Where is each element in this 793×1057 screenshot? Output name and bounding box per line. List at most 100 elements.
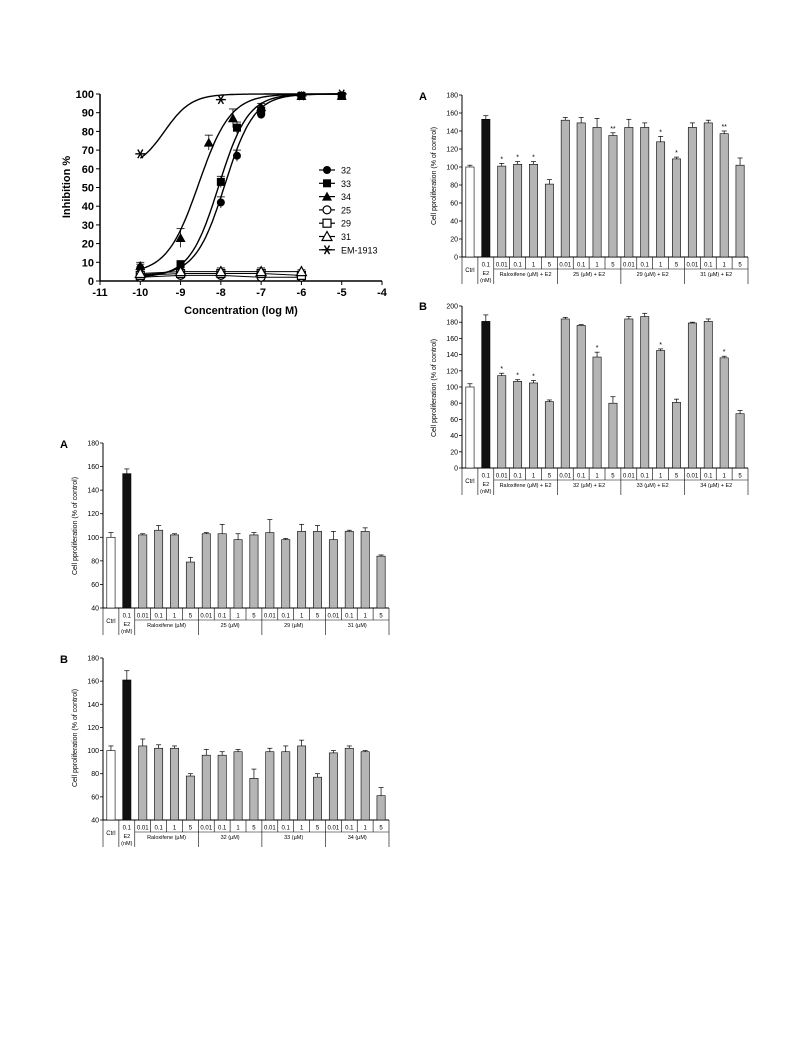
category-label: 0.1 (482, 474, 491, 480)
y-tick-label: 100 (87, 748, 99, 755)
point-marker (296, 91, 307, 101)
category-label: 0.01 (137, 826, 149, 832)
y-tick-label: 70 (82, 145, 94, 157)
y-tick-label: 200 (446, 304, 458, 311)
bar (624, 127, 634, 258)
y-tick-label: 100 (446, 165, 458, 172)
significance-marker: * (675, 150, 678, 157)
bar (513, 381, 523, 469)
bar-chart-panel-a-top: A Cell pproliferation (% of control) 0 20… (419, 91, 749, 284)
y-tick-label: 100 (87, 535, 99, 542)
category-label: 0.01 (559, 263, 571, 269)
category-label: 1 (532, 263, 536, 269)
bar (481, 119, 491, 258)
y-tick-label: 40 (91, 818, 99, 825)
category-label: 0.1 (641, 263, 650, 269)
category-label: 0.1 (282, 614, 291, 620)
category-label: Ctrl (106, 831, 115, 837)
point-marker (255, 265, 268, 277)
panel-label: A (419, 91, 427, 103)
category-label: 0.01 (623, 474, 635, 480)
significance-marker: * (516, 155, 519, 162)
x-tick-label: -9 (176, 287, 186, 299)
y-tick-label: 180 (446, 320, 458, 327)
bar (249, 534, 259, 609)
y-tick-label: 50 (82, 183, 94, 195)
y-tick-label: 90 (82, 108, 94, 120)
bar (656, 350, 666, 469)
category-label: 5 (738, 263, 742, 269)
category-label: 0.1 (704, 474, 713, 480)
significance-marker: * (659, 129, 662, 136)
x-tick-label: -10 (132, 287, 148, 299)
point-marker (134, 267, 147, 279)
asterisk-stroke (338, 89, 345, 99)
category-label: 1 (595, 474, 599, 480)
legend-label: 31 (341, 232, 351, 242)
bar (703, 122, 713, 258)
bar (608, 402, 618, 469)
bar (106, 536, 116, 609)
x-axis-label: Concentration (log M) (184, 305, 298, 317)
legend-entry: 31 (319, 230, 351, 242)
category-label: 0.1 (218, 614, 227, 620)
category-label: 5 (252, 826, 256, 832)
group-label: Raloxifene (µM) (147, 835, 186, 841)
point-marker (174, 265, 187, 277)
bar (544, 401, 554, 469)
category-label: 1 (363, 614, 367, 620)
y-axis-label: Cell pproliferation (% of control) (72, 477, 79, 575)
category-label: 0.01 (328, 826, 340, 832)
bar (560, 318, 570, 469)
point-marker (322, 245, 332, 255)
y-tick-label: 0 (88, 276, 94, 288)
point-marker (256, 102, 267, 112)
group-label: 33 (µM) (284, 835, 303, 841)
panel-label: B (419, 301, 427, 313)
category-label: 0.1 (482, 263, 491, 269)
y-tick-label: 80 (450, 183, 458, 190)
category-label: 5 (548, 474, 552, 480)
category-label: 5 (675, 474, 679, 480)
category-label: 0.01 (559, 474, 571, 480)
point-marker (232, 151, 241, 160)
legend-entry: 32 (319, 166, 351, 176)
significance-marker: * (723, 349, 726, 356)
bar (719, 357, 729, 469)
bar (735, 413, 745, 469)
category-label: 0.1 (513, 474, 522, 480)
bar (672, 402, 681, 469)
y-tick-label: 40 (82, 201, 94, 213)
bar (249, 778, 259, 821)
bar (687, 322, 697, 469)
bar (608, 135, 618, 258)
bar (233, 539, 243, 609)
significance-marker: * (532, 374, 535, 381)
y-tick-label: 160 (87, 464, 99, 471)
category-label: 1 (236, 826, 240, 832)
bar (281, 751, 291, 821)
bar (592, 356, 602, 469)
y-tick-label: 120 (87, 511, 99, 518)
y-tick-label: 100 (76, 89, 94, 101)
group-label: E2 (123, 622, 130, 628)
legend-entry: EM-1913 (319, 245, 378, 255)
category-label: 0.1 (123, 614, 132, 620)
point-marker (216, 198, 225, 207)
bar (170, 534, 179, 609)
fit-curve (139, 93, 342, 159)
asterisk-stroke (323, 245, 331, 255)
group-label: (nM) (480, 489, 491, 495)
category-label: 5 (675, 263, 679, 269)
bar (185, 775, 195, 821)
y-tick-label: 60 (450, 201, 458, 208)
bar (465, 386, 475, 469)
point-marker (323, 166, 331, 174)
category-label: 0.1 (345, 826, 354, 832)
bar (529, 164, 538, 258)
bar (328, 539, 338, 609)
bar (170, 747, 179, 821)
bar (154, 747, 164, 821)
category-label: 0.1 (345, 614, 354, 620)
bar (497, 375, 507, 469)
